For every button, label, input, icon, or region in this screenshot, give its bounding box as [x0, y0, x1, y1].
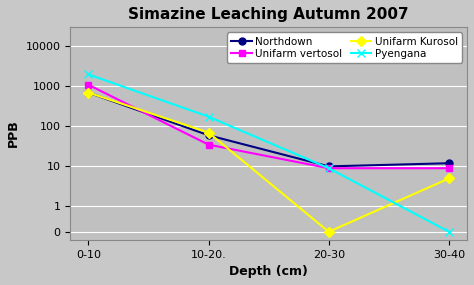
Unifarm vertosol: [446, 166, 452, 170]
Line: Pyengana: Pyengana: [84, 70, 453, 236]
Unifarm vertosol: [85, 83, 91, 86]
Pyengana: [326, 166, 332, 170]
Y-axis label: PPB: PPB: [7, 120, 20, 147]
Unifarm Kurosol: [206, 131, 211, 134]
Unifarm Kurosol: [85, 91, 91, 94]
Pyengana: [446, 230, 452, 233]
Northdown: [326, 165, 332, 168]
X-axis label: Depth (cm): Depth (cm): [229, 265, 308, 278]
Northdown: [85, 91, 91, 94]
Unifarm Kurosol: [446, 177, 452, 180]
Line: Northdown: Northdown: [85, 89, 453, 170]
Pyengana: [85, 73, 91, 76]
Line: Unifarm Kurosol: Unifarm Kurosol: [85, 89, 453, 235]
Title: Simazine Leaching Autumn 2007: Simazine Leaching Autumn 2007: [128, 7, 409, 22]
Northdown: [206, 134, 211, 137]
Northdown: [446, 162, 452, 165]
Legend: Northdown, Unifarm vertosol, Unifarm Kurosol, Pyengana: Northdown, Unifarm vertosol, Unifarm Kur…: [227, 32, 462, 63]
Pyengana: [206, 115, 211, 118]
Line: Unifarm vertosol: Unifarm vertosol: [85, 81, 453, 172]
Unifarm Kurosol: [326, 230, 332, 233]
Unifarm vertosol: [206, 143, 211, 146]
Unifarm vertosol: [326, 166, 332, 170]
